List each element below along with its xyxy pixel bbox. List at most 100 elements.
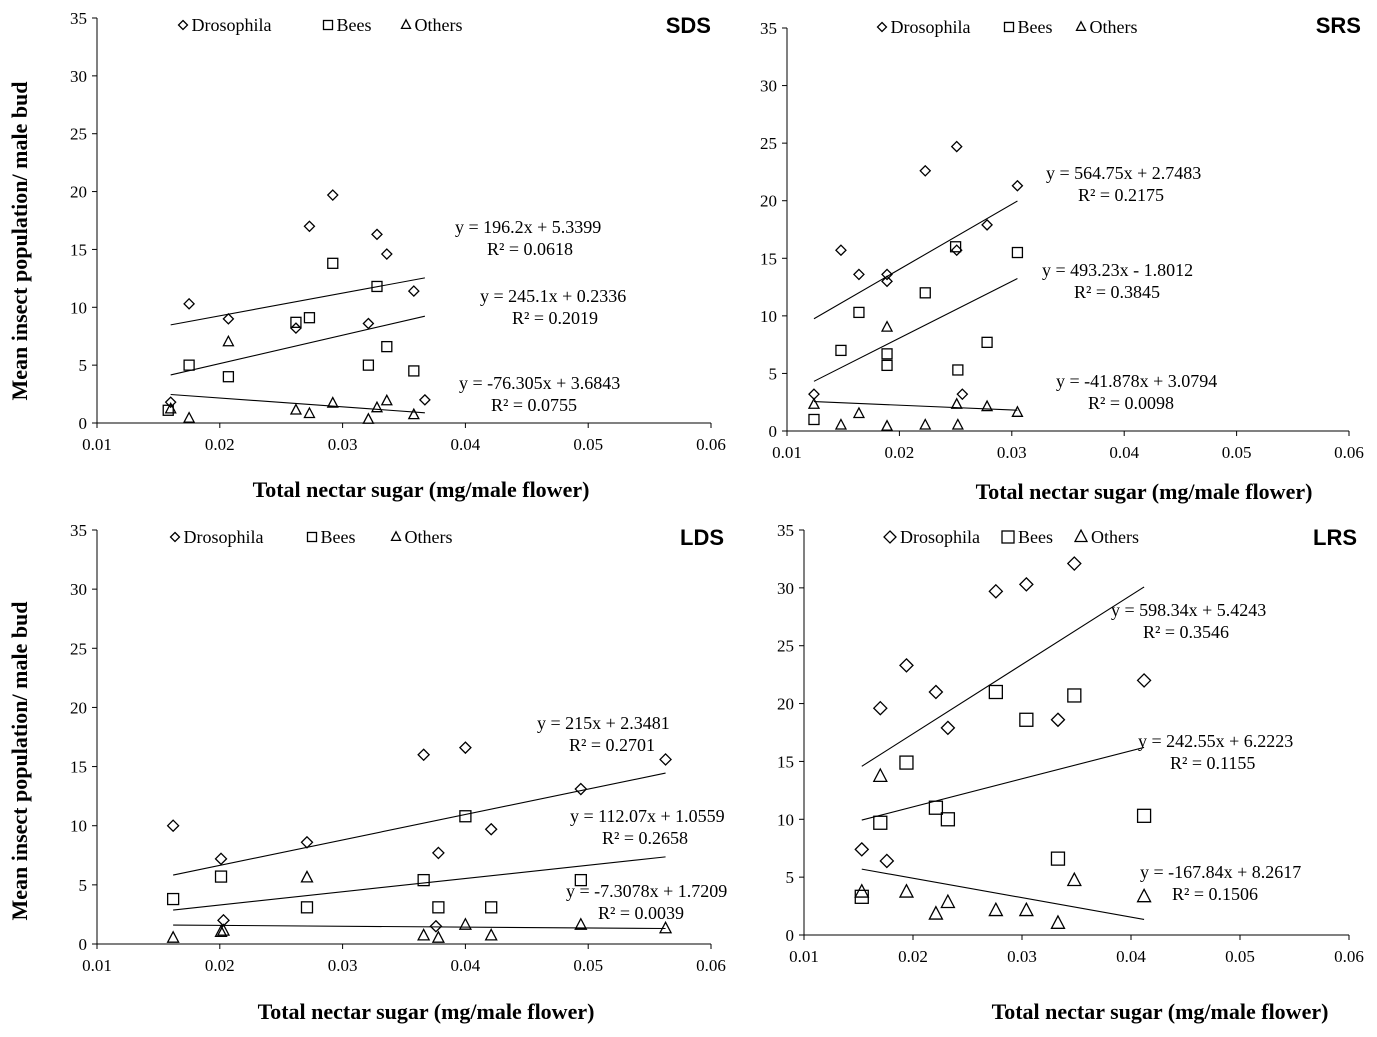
data-point: [300, 901, 314, 914]
trendline: [173, 924, 666, 930]
data-point: [164, 396, 177, 409]
data-point: [872, 700, 888, 716]
data-point: [417, 927, 431, 941]
data-point: [362, 412, 375, 424]
trend-r-squared: R² = 0.0098: [1088, 393, 1174, 413]
y-tick-label: 35: [760, 19, 777, 38]
data-point: [981, 336, 993, 348]
y-tick-label: 35: [70, 521, 87, 540]
trend-r-squared: R² = 0.0755: [491, 395, 577, 415]
data-point: [854, 841, 870, 857]
trend-r-squared: R² = 0.3845: [1074, 282, 1160, 302]
data-point: [940, 720, 956, 736]
trend-equation: y = 242.55x + 6.2223: [1138, 731, 1293, 751]
trend-equation: y = 215x + 2.3481: [537, 713, 670, 733]
data-point: [879, 853, 895, 869]
data-point: [362, 359, 375, 371]
data-point: [222, 371, 235, 383]
x-tick-label: 0.03: [1007, 947, 1037, 966]
data-point: [658, 920, 673, 934]
x-tick-label: 0.01: [789, 947, 819, 966]
y-tick-label: 5: [79, 356, 88, 375]
data-point: [956, 388, 969, 401]
x-tick-label: 0.06: [696, 956, 726, 975]
trend-r-squared: R² = 0.3546: [1143, 622, 1229, 642]
data-point: [835, 344, 847, 357]
data-point: [431, 846, 445, 860]
y-tick-label: 25: [777, 637, 794, 656]
y-tick-label: 35: [777, 521, 794, 540]
data-point: [381, 340, 393, 353]
x-tick-label: 0.04: [451, 956, 481, 975]
x-tick-label: 0.02: [205, 956, 235, 975]
data-point: [574, 917, 588, 930]
data-point: [807, 397, 821, 409]
legend-marker-bees: [306, 531, 318, 543]
data-point: [1011, 405, 1024, 417]
legend-label-bees: Bees: [321, 527, 356, 547]
x-tick-label: 0.04: [1116, 947, 1146, 966]
legend-label-drosophila: Drosophila: [900, 527, 980, 547]
data-point: [303, 312, 316, 324]
data-point: [431, 930, 445, 943]
chart-panel-lrs: 0 5 10 15 20 25 30 35 0.01 0.02 0.03 0.04 0.05 0.06 To…: [777, 521, 1364, 1024]
data-point: [852, 406, 866, 419]
data-point: [370, 400, 384, 413]
data-point: [1066, 556, 1082, 571]
trend-equation: y = -76.305x + 3.6843: [459, 373, 620, 393]
legend: Drosophila Bees Others: [883, 527, 1139, 547]
x-tick-label: 0.02: [898, 947, 928, 966]
y-tick-label: 10: [777, 810, 794, 829]
data-point: [362, 317, 375, 330]
y-tick-label: 15: [760, 249, 777, 268]
data-point: [162, 404, 174, 416]
y-tick-label: 15: [70, 240, 87, 259]
chart-panel-sds: 0 5 10 15 20 25 30 35 0.01 0.02 0.03 0.04 0.05 0.06 To…: [7, 9, 726, 502]
data-point: [429, 919, 443, 933]
data-point: [303, 220, 316, 233]
legend-marker-drosophila: [177, 19, 189, 31]
legend-marker-bees: [1001, 530, 1015, 544]
x-tick-label: 0.06: [1334, 443, 1364, 462]
legend-marker-others: [1073, 528, 1089, 543]
y-tick-label: 0: [786, 926, 795, 945]
data-point: [808, 413, 820, 426]
panel-title: SRS: [1316, 13, 1361, 38]
y-tick-label: 30: [70, 580, 87, 599]
data-point: [1136, 887, 1152, 903]
y-tick-label: 15: [70, 758, 87, 777]
legend: Drosophila Bees Others: [177, 15, 463, 35]
data-point: [166, 930, 180, 943]
data-point: [835, 244, 847, 257]
legend-label-others: Others: [405, 527, 453, 547]
data-point: [214, 870, 228, 883]
trend-equation: y = 598.34x + 5.4243: [1111, 600, 1266, 620]
panel-title: SDS: [666, 13, 711, 38]
trendline: [861, 746, 1145, 821]
y-tick-label: 30: [70, 67, 87, 86]
data-point: [222, 334, 235, 347]
data-point: [1019, 712, 1034, 727]
data-point: [880, 419, 894, 431]
legend-label-drosophila: Drosophila: [891, 17, 971, 37]
data-point: [164, 401, 177, 414]
trend-r-squared: R² = 0.2701: [569, 735, 655, 755]
x-axis-label: Total nectar sugar (mg/male flower): [976, 479, 1313, 504]
x-tick-label: 0.01: [82, 956, 112, 975]
data-point: [214, 852, 228, 866]
legend: Drosophila Bees Others: [169, 527, 453, 547]
data-point: [659, 753, 672, 766]
legend-marker-others: [1075, 20, 1087, 32]
data-point: [951, 418, 964, 430]
legend-marker-drosophila: [169, 531, 181, 543]
trend-r-squared: R² = 0.1155: [1170, 753, 1255, 773]
x-axis-label: Total nectar sugar (mg/male flower): [253, 477, 590, 502]
data-point: [407, 407, 420, 420]
